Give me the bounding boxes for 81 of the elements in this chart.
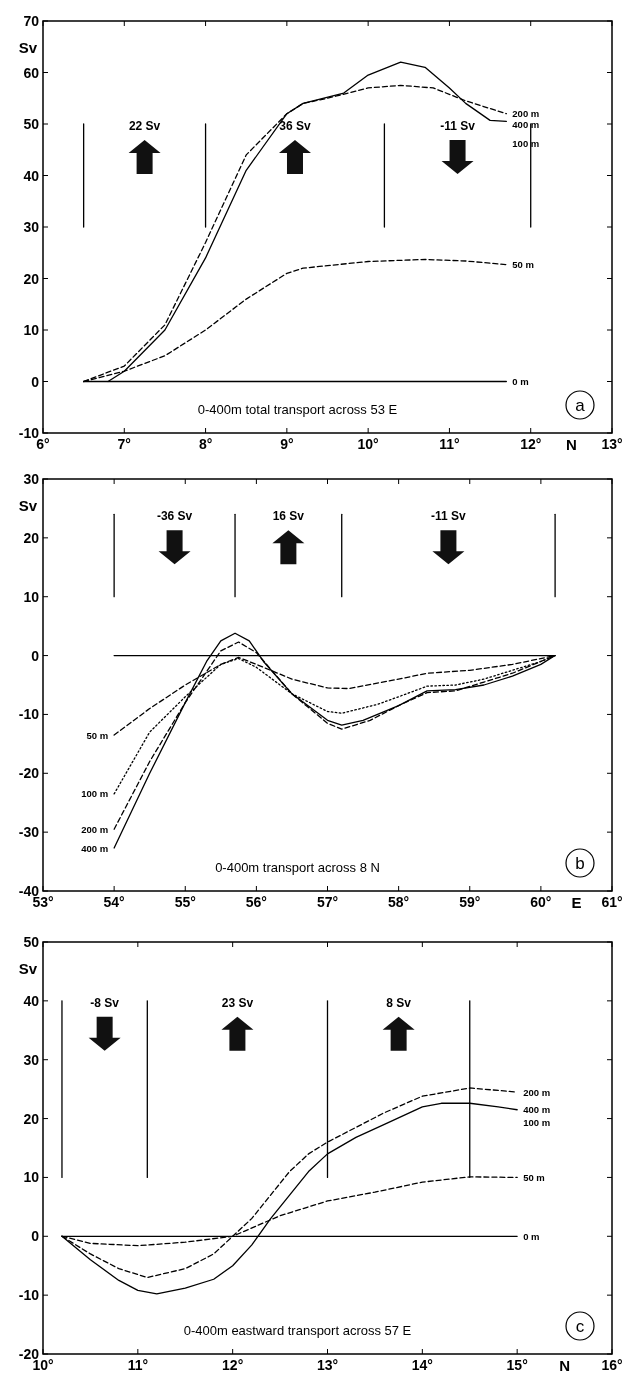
y-tick-label: 70 [23,13,40,29]
x-tick-label: 13° [601,436,623,452]
x-tick-label: 55° [174,894,196,910]
x-tick-label: 57° [316,894,339,910]
series-label: 50 m [523,1171,545,1183]
series-label: 200 m [81,823,109,835]
series-label: 50 m [512,259,534,271]
y-tick-label: 0 [31,647,40,664]
annotation: 100 m [512,138,540,150]
annotation: 100 m [523,1116,551,1128]
x-tick-label: 54° [103,894,125,910]
y-tick-label: 60 [23,64,40,81]
x-tick-label: 11° [439,436,460,452]
y-tick-label: 50 [23,116,40,132]
y-tick-label: 20 [23,529,40,546]
x-tick-label: 60° [530,894,552,910]
y-tick-label: 50 [23,934,40,950]
series-label: 0 m [523,1230,540,1242]
x-tick-label: 12° [222,1357,244,1373]
x-tick-label: 15° [506,1357,528,1373]
annotation: -36 Sv [156,509,193,524]
y-tick-label: 0 [31,1228,40,1245]
annotation: 23 Sv [221,995,254,1010]
series-label: 100 m [81,788,109,800]
y-tick-label: 40 [23,167,40,184]
y-tick-label: 20 [23,270,40,287]
y-tick-label: 10 [23,588,40,605]
text: 0-400m transport across 8 N [215,860,380,875]
y-axis-title: Sv [18,39,38,56]
y-tick-label: 30 [23,471,40,487]
y-tick-label: -10 [18,1287,40,1304]
x-axis-title: E [571,894,582,911]
text: 0-400m total transport across 53 E [197,402,398,417]
x-tick-label: 8° [198,436,213,452]
series-label: 400 m [81,842,109,854]
annotation: -11 Sv [431,509,467,524]
y-tick-label: -30 [18,824,40,841]
y-tick-label: -20 [18,1346,40,1362]
y-tick-label: 30 [23,1051,40,1068]
y-tick-label: 0 [31,373,40,390]
x-tick-label: 7° [117,436,131,452]
y-tick-label: -20 [18,765,40,782]
annotation: a [575,396,586,415]
y-tick-label: 20 [23,1110,40,1127]
y-tick-label: -40 [18,883,40,899]
x-tick-label: 56° [245,894,267,910]
annotation: 36 Sv [279,119,311,133]
x-tick-label: 13° [316,1357,339,1373]
series-label: 200 m [512,108,540,120]
x-tick-label: 9° [280,436,294,452]
y-tick-label: 10 [23,322,40,338]
annotation: -11 Sv [440,119,476,133]
y-tick-label: -10 [18,425,40,441]
x-tick-label: 58° [388,894,410,910]
annotation: 22 Sv [128,119,161,133]
x-tick-label: 10° [357,436,379,452]
y-axis-title: Sv [18,960,38,977]
annotation: -8 Sv [90,995,120,1010]
annotation: b [575,854,585,873]
x-tick-label: 12° [520,436,542,452]
x-tick-label: 59° [459,894,481,910]
y-tick-label: 40 [23,992,40,1009]
x-tick-label: 14° [411,1357,433,1373]
annotation: 8 Sv [386,995,412,1010]
x-axis-title: N [565,436,577,453]
series-label: 400 m [523,1104,551,1116]
annotation: c [575,1317,585,1336]
series-label: 400 m [512,119,540,131]
y-tick-label: 10 [23,1169,40,1186]
series-label: 50 m [86,729,109,741]
text: 0-400m eastward transport across 57 E [183,1323,412,1338]
annotation: 16 Sv [272,509,305,524]
x-axis-title: N [559,1357,571,1374]
y-tick-label: 30 [23,219,40,235]
x-tick-label: 11° [127,1357,149,1373]
y-axis-title: Sv [18,497,38,514]
x-tick-label: 61° [601,894,623,910]
series-label: 200 m [523,1086,551,1098]
series-label: 0 m [512,376,529,387]
y-tick-label: -10 [18,706,40,723]
x-tick-label: 16° [601,1357,623,1373]
